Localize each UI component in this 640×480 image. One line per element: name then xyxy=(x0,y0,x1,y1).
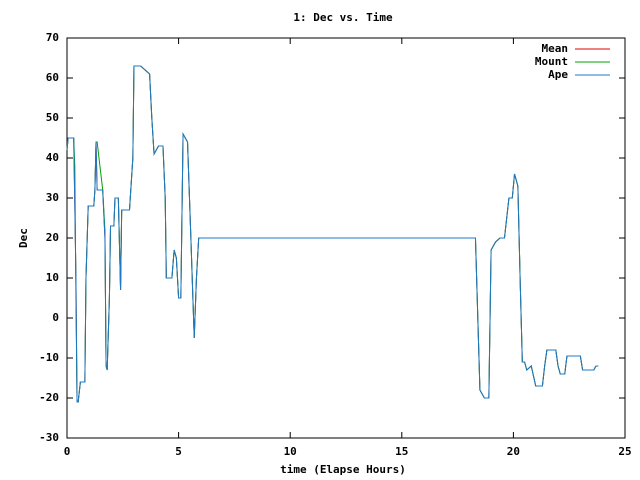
y-axis-label: Dec xyxy=(17,228,30,248)
y-tick-label: -20 xyxy=(39,391,59,404)
y-tick-label: -10 xyxy=(39,351,59,364)
y-tick-label: 60 xyxy=(46,71,59,84)
y-tick-label: 40 xyxy=(46,151,59,164)
y-tick-label: 20 xyxy=(46,231,59,244)
y-tick-label: -30 xyxy=(39,431,59,444)
x-tick-label: 25 xyxy=(618,445,631,458)
legend-label: Ape xyxy=(548,68,568,81)
x-tick-label: 0 xyxy=(64,445,71,458)
y-tick-label: 50 xyxy=(46,111,59,124)
y-tick-label: 0 xyxy=(52,311,59,324)
x-tick-label: 15 xyxy=(395,445,408,458)
series-line xyxy=(66,65,599,403)
x-tick-label: 5 xyxy=(175,445,182,458)
y-tick-label: 10 xyxy=(46,271,59,284)
y-tick-label: 30 xyxy=(46,191,59,204)
x-tick-label: 20 xyxy=(507,445,520,458)
chart-title: 1: Dec vs. Time xyxy=(293,11,393,24)
y-tick-label: 70 xyxy=(46,31,59,44)
legend-label: Mean xyxy=(542,42,569,55)
x-tick-label: 10 xyxy=(284,445,297,458)
legend-label: Mount xyxy=(535,55,568,68)
x-axis-label: time (Elapse Hours) xyxy=(280,463,406,476)
